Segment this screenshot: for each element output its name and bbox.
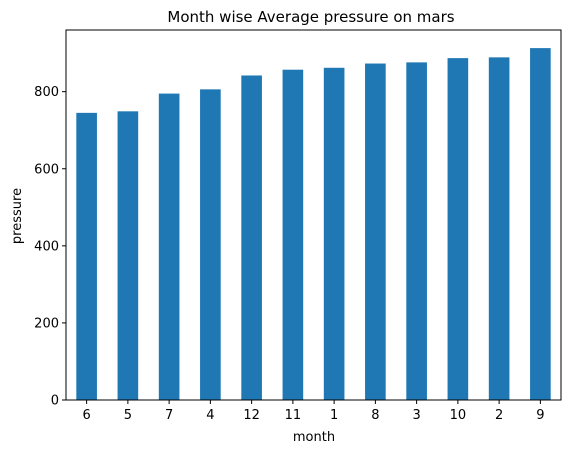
bar-month-12: [241, 75, 262, 401]
bar-month-8: [365, 63, 386, 400]
chart-title: Month wise Average pressure on mars: [167, 8, 454, 26]
x-tick-label: 6: [82, 408, 90, 423]
y-tick-label: 200: [34, 316, 59, 331]
plot-frame: [65, 29, 562, 401]
y-tick-label: 800: [34, 85, 59, 100]
bar-month-10: [447, 58, 469, 401]
x-tick-label: 5: [124, 408, 132, 423]
x-tick-label: 1: [330, 408, 338, 423]
bar-month-4: [200, 89, 221, 401]
bar-month-2: [488, 57, 510, 400]
x-tick-label: 11: [285, 408, 302, 423]
bars-group: [76, 48, 551, 401]
bar-month-3: [406, 62, 427, 400]
x-tick-label: 7: [165, 408, 173, 423]
y-tick-label: 600: [34, 162, 59, 177]
x-tick-label: 2: [495, 408, 503, 423]
x-tick-label: 10: [450, 408, 467, 423]
x-axis-ticks: 6 5 7 4 12 11 1 8 3 10 2 9: [82, 400, 545, 423]
bar-month-11: [282, 69, 304, 401]
x-axis-label: month: [293, 430, 335, 445]
bar-month-9: [530, 48, 551, 400]
y-axis-ticks: 0 200 400 600 800: [34, 85, 66, 409]
x-tick-label: 3: [412, 408, 420, 423]
bar-month-5: [117, 111, 139, 401]
x-tick-label: 4: [206, 408, 214, 423]
x-tick-label: 9: [536, 408, 544, 423]
y-tick-label: 400: [34, 239, 59, 254]
x-tick-label: 8: [371, 408, 379, 423]
y-tick-label: 0: [51, 394, 59, 409]
bar-month-7: [158, 93, 180, 400]
y-axis-label: pressure: [10, 188, 25, 244]
bar-month-1: [323, 67, 345, 400]
x-tick-label: 12: [243, 408, 260, 423]
bar-month-6: [76, 112, 97, 400]
